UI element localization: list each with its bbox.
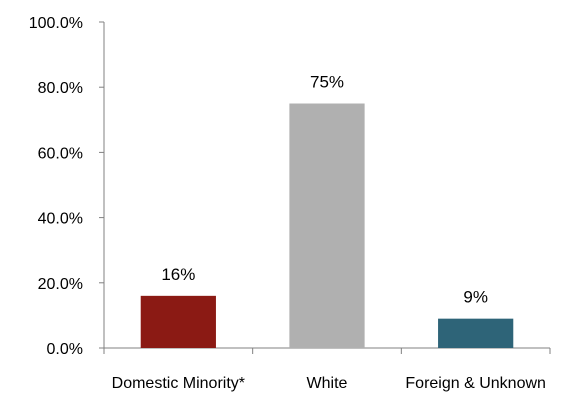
category-label: White — [307, 375, 348, 392]
y-tick-label: 60.0% — [38, 145, 83, 162]
category-label: Domestic Minority* — [112, 375, 245, 392]
bar — [289, 103, 365, 348]
x-axis — [103, 347, 551, 354]
category-label: Foreign & Unknown — [405, 375, 546, 392]
bars — [140, 103, 514, 348]
y-tick-label: 20.0% — [38, 276, 83, 293]
category-labels: Domestic Minority* White Foreign & Unknown — [112, 375, 546, 392]
y-tick-label: 80.0% — [38, 80, 83, 97]
data-label: 16% — [161, 265, 195, 284]
data-labels: 16% 75% 9% — [161, 73, 488, 307]
y-tick-label: 0.0% — [47, 341, 83, 358]
data-label: 9% — [463, 288, 488, 307]
y-tick-label: 40.0% — [38, 211, 83, 228]
data-label: 75% — [310, 73, 344, 92]
bar — [140, 295, 216, 348]
y-axis: 0.0% 20.0% 40.0% 60.0% 80.0% 100.0% — [29, 15, 105, 358]
bar — [438, 318, 514, 348]
y-tick-label: 100.0% — [29, 15, 83, 32]
